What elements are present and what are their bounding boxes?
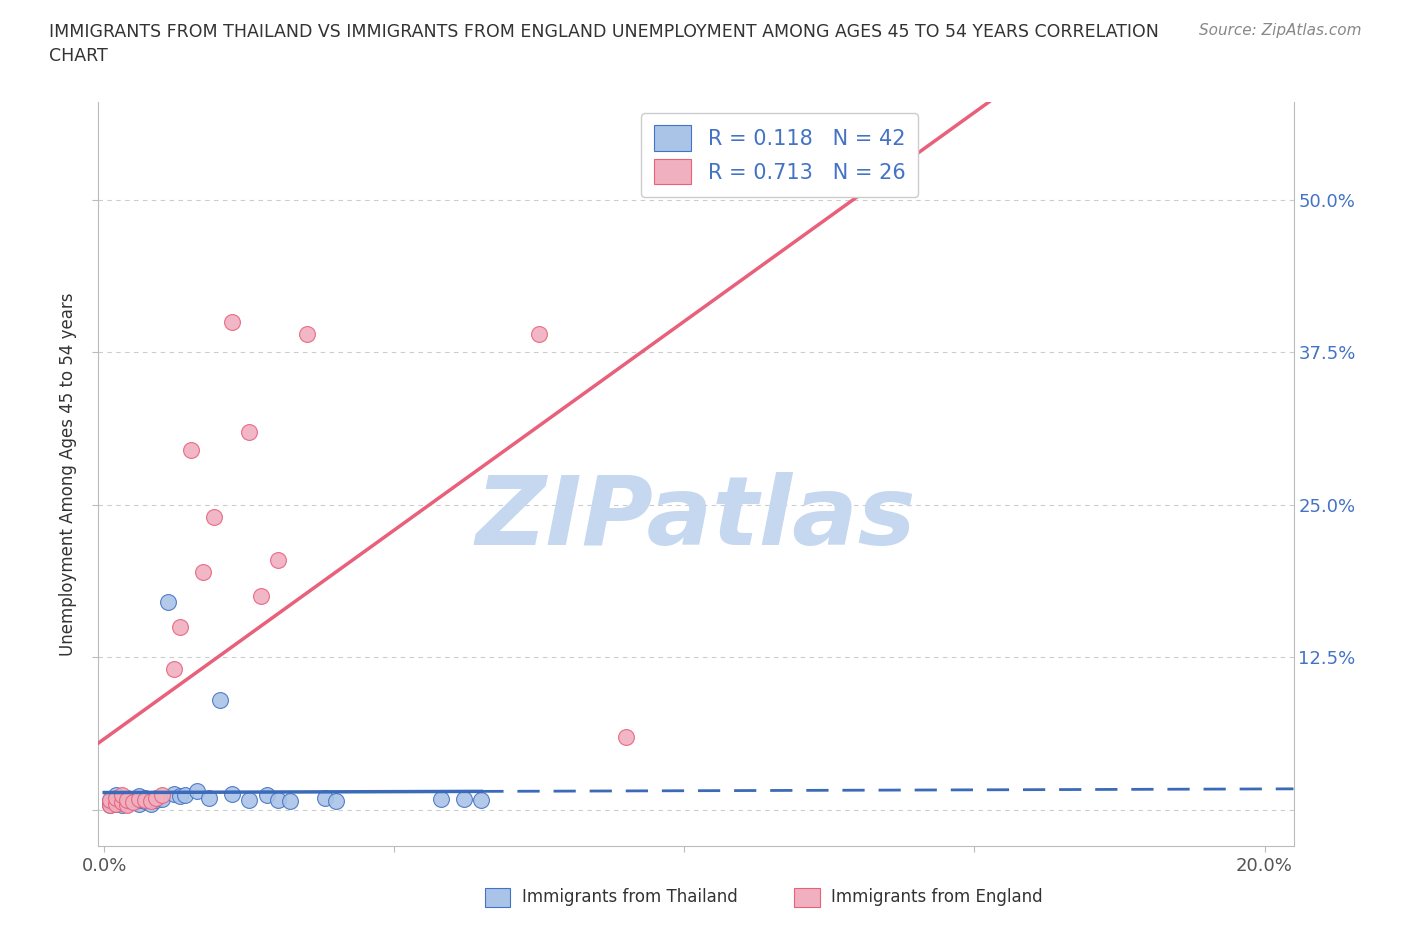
Point bbox=[238, 424, 260, 439]
Point bbox=[221, 314, 243, 329]
Point bbox=[174, 788, 197, 803]
Point bbox=[117, 796, 139, 811]
Point bbox=[104, 793, 127, 808]
Text: Immigrants from Thailand: Immigrants from Thailand bbox=[522, 888, 737, 907]
Point bbox=[163, 787, 186, 802]
Point bbox=[104, 790, 127, 805]
Point bbox=[267, 552, 290, 567]
Point bbox=[128, 792, 150, 807]
Point bbox=[238, 792, 260, 807]
Point bbox=[117, 793, 139, 808]
Text: ZIPatlas: ZIPatlas bbox=[475, 472, 917, 565]
Point bbox=[111, 795, 134, 810]
Point bbox=[98, 792, 121, 807]
Point bbox=[297, 326, 319, 341]
Point bbox=[122, 795, 145, 810]
Point bbox=[139, 793, 162, 808]
Point bbox=[614, 729, 637, 744]
Y-axis label: Unemployment Among Ages 45 to 54 years: Unemployment Among Ages 45 to 54 years bbox=[59, 293, 77, 656]
Point bbox=[186, 784, 208, 799]
Point bbox=[117, 797, 139, 812]
Point bbox=[145, 790, 167, 805]
Point bbox=[150, 788, 173, 803]
Point bbox=[111, 788, 134, 803]
Point bbox=[139, 791, 162, 806]
Legend: R = 0.118   N = 42, R = 0.713   N = 26: R = 0.118 N = 42, R = 0.713 N = 26 bbox=[641, 113, 918, 197]
Point bbox=[117, 792, 139, 807]
Point bbox=[122, 795, 145, 810]
Point bbox=[325, 793, 347, 808]
Point bbox=[104, 788, 127, 803]
Point bbox=[150, 791, 173, 806]
Point bbox=[197, 790, 219, 805]
Point bbox=[163, 662, 186, 677]
Point bbox=[453, 791, 475, 806]
Point bbox=[134, 793, 156, 808]
Point bbox=[209, 693, 232, 708]
Point bbox=[111, 790, 134, 805]
Point bbox=[169, 789, 191, 804]
Point bbox=[204, 510, 226, 525]
Point bbox=[122, 791, 145, 806]
Point bbox=[98, 797, 121, 812]
Point bbox=[111, 795, 134, 810]
Point bbox=[111, 797, 134, 812]
Point bbox=[314, 790, 336, 805]
Point bbox=[98, 795, 121, 810]
Point bbox=[191, 565, 214, 579]
Point bbox=[139, 796, 162, 811]
Text: IMMIGRANTS FROM THAILAND VS IMMIGRANTS FROM ENGLAND UNEMPLOYMENT AMONG AGES 45 T: IMMIGRANTS FROM THAILAND VS IMMIGRANTS F… bbox=[49, 23, 1159, 65]
Point bbox=[104, 796, 127, 811]
Point bbox=[117, 790, 139, 805]
Point bbox=[256, 788, 278, 803]
Point bbox=[470, 792, 492, 807]
Point bbox=[134, 792, 156, 807]
Point bbox=[98, 797, 121, 812]
Point bbox=[134, 790, 156, 805]
Bar bbox=[485, 888, 510, 907]
Bar bbox=[794, 888, 820, 907]
Point bbox=[128, 796, 150, 811]
Point bbox=[429, 791, 451, 806]
Point bbox=[250, 589, 273, 604]
Point bbox=[221, 787, 243, 802]
Point bbox=[180, 443, 202, 458]
Point bbox=[157, 595, 180, 610]
Point bbox=[98, 792, 121, 807]
Text: Immigrants from England: Immigrants from England bbox=[831, 888, 1043, 907]
Point bbox=[529, 326, 551, 341]
Point bbox=[104, 791, 127, 806]
Point bbox=[169, 619, 191, 634]
Text: Source: ZipAtlas.com: Source: ZipAtlas.com bbox=[1198, 23, 1361, 38]
Point bbox=[267, 792, 290, 807]
Point bbox=[111, 792, 134, 807]
Point bbox=[128, 789, 150, 804]
Point bbox=[128, 791, 150, 806]
Point bbox=[145, 792, 167, 807]
Point bbox=[278, 793, 301, 808]
Point bbox=[104, 796, 127, 811]
